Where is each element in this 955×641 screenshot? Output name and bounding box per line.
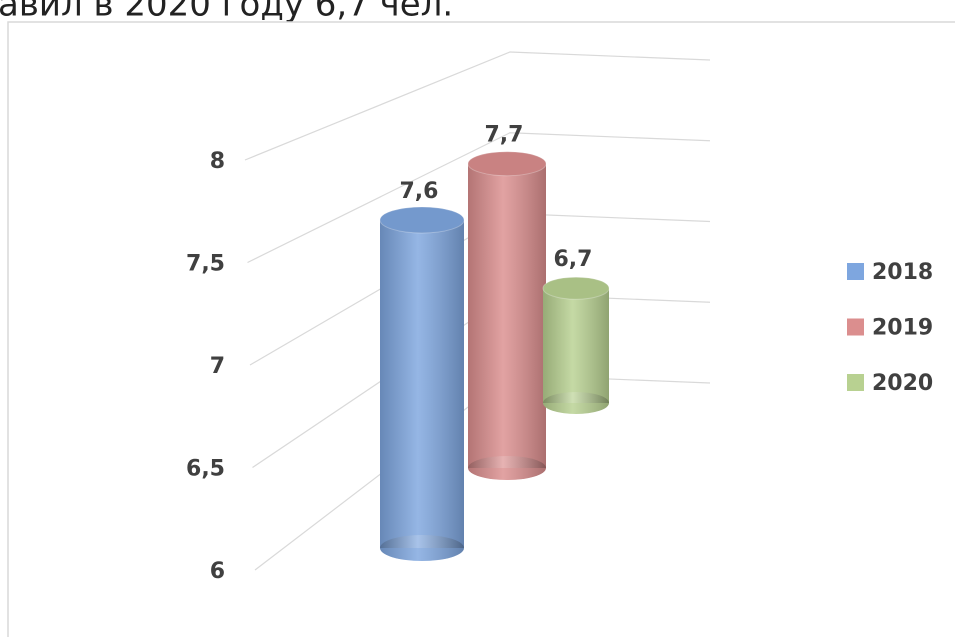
data-label: 7,7 xyxy=(485,123,524,148)
legend-label: 2018 xyxy=(872,260,933,285)
data-label: 6,7 xyxy=(554,247,593,272)
data-label: 7,6 xyxy=(400,179,439,204)
cylinder-shade xyxy=(380,220,464,548)
cylinder-shade xyxy=(468,163,546,468)
cylinder xyxy=(467,151,547,480)
y-tick-label: 7,5 xyxy=(186,252,225,277)
chart-border xyxy=(7,21,955,637)
y-tick-label: 7 xyxy=(210,354,225,379)
cylinder-top-shade xyxy=(543,277,609,300)
legend-label: 2020 xyxy=(872,371,933,396)
legend-swatch xyxy=(847,318,864,336)
cylinder-top-shade xyxy=(380,207,464,233)
cylinder xyxy=(379,206,465,561)
y-tick-label: 8 xyxy=(210,149,225,174)
cylinder-top xyxy=(542,276,610,300)
y-tick-label: 6,5 xyxy=(186,457,225,482)
cylinder-top-shade xyxy=(468,151,546,176)
grid-line xyxy=(247,132,711,264)
cylinder-top xyxy=(467,151,547,177)
y-tick-label: 6 xyxy=(210,559,225,584)
header-text: авил в 2020 году 6,7 чел. xyxy=(0,0,453,25)
grid-line xyxy=(244,51,711,161)
legend-label: 2019 xyxy=(872,316,933,341)
cylinder-top xyxy=(379,206,465,234)
cylinder xyxy=(542,276,610,414)
legend-swatch xyxy=(847,263,864,280)
legend-swatch xyxy=(847,374,864,391)
cylinder-shade xyxy=(543,288,609,403)
